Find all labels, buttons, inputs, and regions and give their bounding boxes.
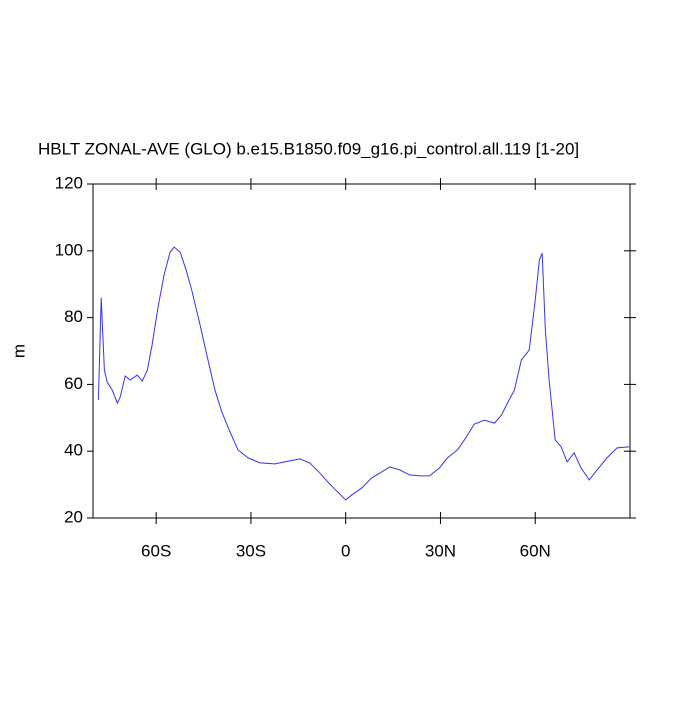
x-tick-label: 30N [425, 541, 456, 560]
y-tick-label: 60 [64, 374, 83, 393]
y-tick-label: 80 [64, 307, 83, 326]
y-axis-label: m [9, 344, 28, 358]
y-tick-label: 120 [55, 173, 83, 192]
x-tick-label: 0 [341, 541, 350, 560]
x-tick-label: 60N [520, 541, 551, 560]
chart-title: HBLT ZONAL-AVE (GLO) b.e15.B1850.f09_g16… [38, 139, 579, 158]
y-tick-label: 100 [55, 240, 83, 259]
data-line [97, 246, 630, 501]
x-tick-label: 60S [141, 541, 171, 560]
y-tick-label: 20 [64, 507, 83, 526]
x-tick-label: 30S [236, 541, 266, 560]
plot-frame [92, 183, 631, 519]
y-tick-label: 40 [64, 441, 83, 460]
